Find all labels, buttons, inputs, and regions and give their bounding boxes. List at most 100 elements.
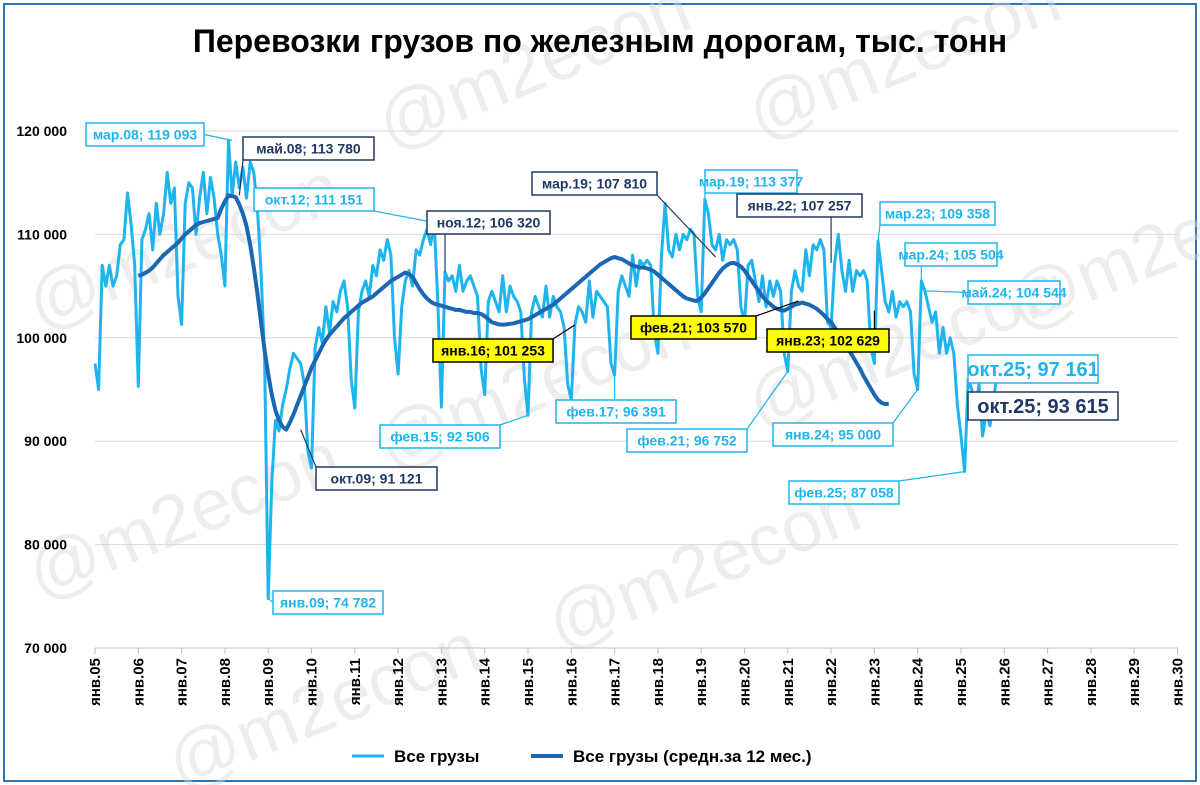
annotation-callout: янв.16; 101 253 [432,324,576,363]
x-tick-label: янв.25 [953,658,970,706]
annotation-leader [238,159,244,196]
annotation-label: янв.23; 102 629 [776,333,880,349]
y-axis: 70 000 80 000 90 000 100 000 110 000 120 000 [16,123,67,656]
annotation-leader [499,414,529,426]
annotation-callout: окт.12; 111 151 [253,187,435,224]
annotation-callout: май.08; 113 780 [238,136,375,196]
annotation-label: окт.25; 97 161 [967,359,1098,381]
annotation-box [253,187,375,212]
series-line-average [137,193,889,432]
annotation-label: май.24; 104 544 [961,285,1066,301]
annotation-box [904,242,998,267]
annotation-leader [924,290,969,294]
annotation-label: ноя.12; 106 320 [437,215,541,231]
annotation-box [879,201,996,226]
annotation-callout: фев.25; 87 058 [788,471,965,505]
annotation-label: мар.24; 105 504 [898,247,1003,263]
annotation-box [967,280,1061,305]
annotation-leader [373,210,435,224]
annotation-leader [203,133,233,141]
annotation-label: май.08; 113 780 [256,141,361,157]
annotation-box [315,466,438,491]
annotation-label: окт.25; 93 615 [977,396,1108,418]
annotation-callout: мар.19; 113 377 [699,169,804,200]
annotation-box [788,480,900,505]
annotation-leader [877,224,881,242]
x-tick-label: янв.17 [607,658,624,706]
annotation-callout: фев.17; 96 391 [555,375,677,424]
chart-title: Перевозки грузов по железным дорогам, ты… [193,23,1007,59]
annotation-leader [267,598,274,603]
annotation-box [379,424,501,449]
x-tick-label: янв.14 [477,657,494,706]
x-tick-label: янв.28 [1083,658,1100,706]
annotation-box [85,122,205,147]
annotation-box [555,399,677,424]
annotation-callout: май.24; 104 544 [924,280,1067,305]
annotation-box [630,315,757,340]
annotation-callout: фев.15; 92 506 [379,414,529,449]
x-tick-label: янв.10 [304,658,321,706]
x-tick-label: янв.20 [737,658,754,706]
x-tick-label: янв.15 [520,658,537,706]
annotation-leader [898,471,965,482]
annotation-label: янв.22; 107 257 [748,198,852,214]
annotation-label: янв.24; 95 000 [785,427,881,443]
annotations: мар.08; 119 093 май.08; 113 780 окт.12; 11… [85,122,1119,615]
annotation-box [432,338,554,363]
legend-label: Все грузы (средн.за 12 мес.) [573,747,812,766]
x-tick-label: янв.30 [1170,658,1187,706]
x-tick-label: янв.26 [996,658,1013,706]
annotation-box [772,422,894,447]
annotation-box [531,171,658,196]
x-tick-label: янв.11 [347,658,364,705]
annotation-label: фев.21; 103 570 [640,320,747,336]
annotation-callout: янв.09; 74 782 [267,590,384,615]
annotation-callout: окт.25; 93 615 [967,391,1119,421]
annotation-callout: мар.24; 105 504 [898,242,1004,281]
x-tick-label: янв.29 [1126,658,1143,706]
x-tick-label: янв.05 [87,658,104,706]
legend-label: Все грузы [394,747,479,766]
annotation-label: фев.25; 87 058 [794,485,894,501]
annotation-callout: янв.22; 107 257 [736,193,863,263]
annotation-callout: окт.09; 91 121 [300,429,438,491]
x-tick-label: янв.21 [780,658,797,706]
annotation-label: мар.19; 113 377 [699,174,804,190]
annotation-leader [746,371,789,430]
annotation-callout: фев.21; 96 752 [626,371,789,453]
x-tick-label: янв.06 [130,658,147,706]
annotation-label: фев.21; 96 752 [637,433,737,449]
annotation-label: фев.15; 92 506 [390,429,490,445]
x-tick-label: янв.23 [866,658,883,706]
annotation-box [626,428,748,453]
x-tick-label: янв.08 [217,658,234,706]
annotation-callout: мар.23; 109 358 [877,201,996,242]
annotation-box [967,391,1119,421]
annotation-leader [300,429,317,468]
annotation-box [967,354,1099,384]
x-tick-label: янв.09 [260,658,277,706]
annotation-box [272,590,384,615]
annotation-leader [552,324,576,340]
annotation-callout: янв.24; 95 000 [772,389,919,447]
annotation-leader [755,300,799,317]
x-tick-label: янв.27 [1040,658,1057,706]
legend: Все грузы Все грузы (средн.за 12 мес.) [352,747,812,766]
annotation-leader [892,389,919,424]
y-tick-label: 70 000 [24,640,67,656]
x-tick-label: янв.22 [823,658,840,706]
annotation-callout: фев.21; 103 570 [630,300,799,340]
annotation-box [426,210,551,235]
series-line-monthly [93,138,999,601]
annotation-leader [656,194,717,258]
annotation-label: мар.19; 107 810 [542,176,647,192]
annotation-label: окт.12; 111 151 [265,192,363,208]
x-axis: янв.05 янв.06 янв.07 янв.08 янв.09 янв.10 янв.… [87,647,1187,706]
x-tick-label: янв.19 [693,658,710,706]
x-tick-label: янв.16 [563,658,580,706]
x-tick-label: янв.18 [650,658,667,706]
annotation-label: янв.09; 74 782 [280,595,376,611]
y-tick-label: 90 000 [24,433,67,449]
